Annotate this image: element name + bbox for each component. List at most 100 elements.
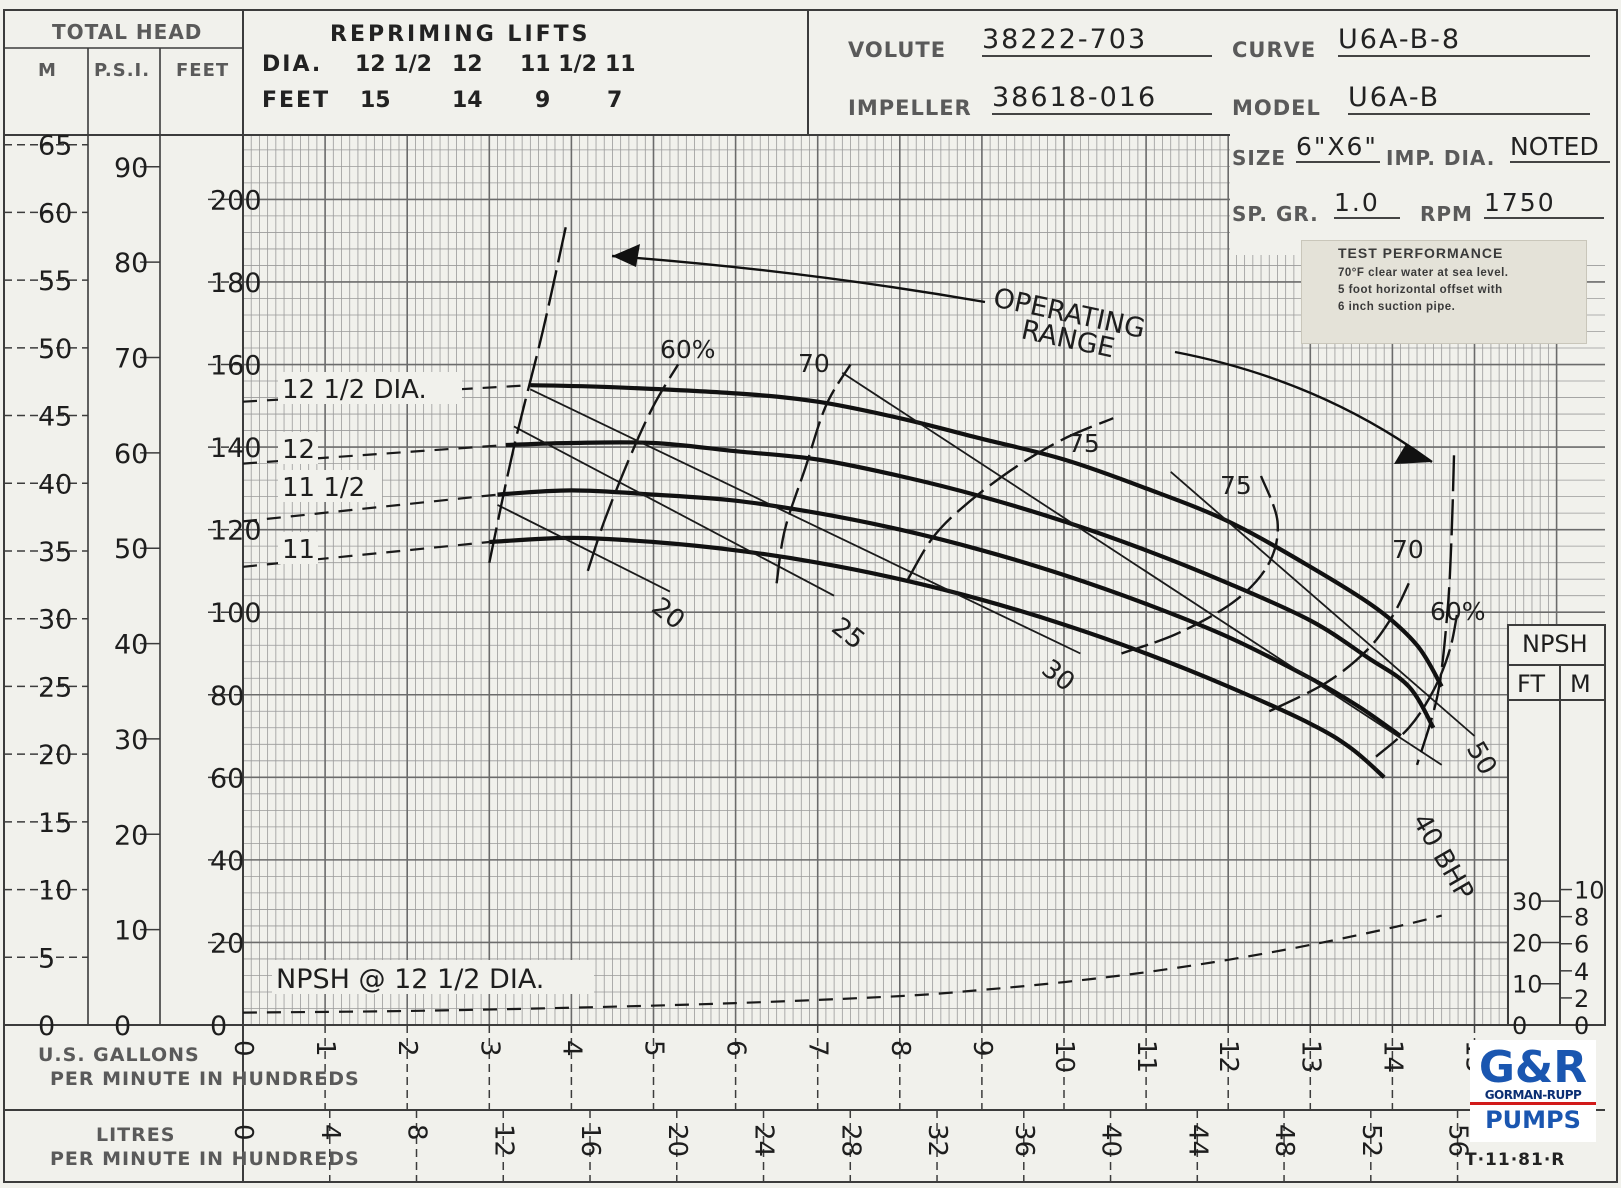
m-tick-label: 60 (38, 198, 72, 229)
repriming-dia-1: 12 1/2 (355, 52, 432, 77)
m-tick-label: 30 (38, 605, 72, 636)
npsh-m-tick-label: 10 (1574, 877, 1605, 905)
lpm-tick-label: 52 (1356, 1124, 1386, 1157)
impeller-value: 38618-016 (992, 82, 1212, 115)
repriming-feet-3: 9 (535, 88, 551, 113)
header-right-panel (1230, 135, 1605, 255)
head-curve-label: 12 1/2 DIA. (282, 375, 427, 405)
head-curve-dashed-3 (242, 493, 498, 523)
bhp-label: 20 (646, 592, 691, 636)
npsh-ft-tick-label: 10 (1512, 971, 1543, 999)
feet-tick-label: 140 (210, 433, 262, 464)
efficiency-label: 70 (798, 349, 830, 378)
efficiency-label: 70 (1392, 535, 1424, 564)
feet-tick-label: 180 (210, 268, 262, 299)
head-curve-label: 11 1/2 (282, 473, 365, 503)
test-note-title: TEST PERFORMANCE (1338, 245, 1504, 261)
efficiency-contour (1121, 475, 1279, 655)
head-curve-label: 12 (282, 435, 315, 465)
curve-label: CURVE (1232, 38, 1317, 62)
repriming-feet-2: 14 (452, 88, 483, 113)
arrowhead-left-icon (612, 244, 640, 267)
curve-code: T·11·81·R (1465, 1150, 1566, 1170)
npsh-m-tick-label: 8 (1574, 904, 1589, 932)
repriming-dia-4: 11 (605, 52, 636, 77)
col-m-label: M (38, 60, 57, 81)
npsh-ft-tick-label: 30 (1512, 888, 1543, 916)
head-curve-label-bg (278, 532, 318, 564)
bhp-line (529, 388, 1081, 655)
gpm-tick-label: 9 (967, 1040, 997, 1057)
sp-gr-value: 1.0 (1334, 188, 1400, 219)
npsh-curve: NPSH @ 12 1/2 DIA. (242, 914, 1442, 1014)
m-tick-label: 35 (38, 537, 72, 568)
lpm-tick-label: 12 (488, 1124, 518, 1157)
lpm-axis-title-1: LITRES (96, 1124, 176, 1146)
operating-range-arrow-right (1174, 350, 1433, 463)
head-curve-dashed-2 (242, 443, 506, 465)
logo-pumps-text: PUMPS (1485, 1106, 1581, 1134)
imp-dia-value: NOTED (1510, 132, 1610, 163)
gpm-tick-label: 8 (885, 1040, 915, 1057)
npsh-m-tick-label: 0 (1574, 1012, 1589, 1040)
npsh-label-bg (272, 960, 594, 994)
gpm-tick-label: 2 (392, 1040, 422, 1057)
volute-value: 38222-703 (982, 24, 1212, 57)
feet-tick-label: 160 (210, 351, 262, 382)
lpm-tick-label: 36 (1009, 1124, 1039, 1157)
repriming-dia-3: 11 1/2 (520, 52, 597, 77)
size-value: 6"X6" (1296, 132, 1380, 163)
model-value: U6A-B (1348, 82, 1590, 115)
volute-label: VOLUTE (848, 38, 947, 62)
m-tick-label: 10 (38, 876, 72, 907)
feet-tick-label: 0 (210, 1011, 227, 1042)
lpm-tick-label: 0 (228, 1124, 258, 1141)
bhp-line (1170, 471, 1476, 737)
gpm-tick-label: 3 (474, 1040, 504, 1057)
feet-tick-label: 60 (210, 763, 244, 794)
npsh-ft-tick-label: 20 (1512, 929, 1543, 957)
m-tick-label: 20 (38, 740, 72, 771)
logo-rule (1470, 1102, 1596, 1105)
psi-tick-label: 10 (114, 916, 148, 947)
psi-tick-label: 30 (114, 725, 148, 756)
head-curve-4 (489, 535, 1386, 779)
feet-tick-label: 40 (210, 846, 244, 877)
svg-text:G&R: G&R (1479, 1042, 1587, 1093)
npsh-m-tick-label: 2 (1574, 985, 1589, 1013)
chart-frame (3, 9, 1618, 1183)
gpm-tick-label: 14 (1377, 1040, 1407, 1073)
gorman-rupp-logo: G&R GORMAN-RUPP PUMPS (1470, 1040, 1596, 1142)
efficiency-contour (586, 363, 680, 572)
lpm-tick-label: 40 (1096, 1124, 1126, 1157)
gpm-axis-title-2: PER MINUTE IN HUNDREDS (50, 1068, 360, 1090)
curve-value: U6A-B-8 (1338, 24, 1590, 57)
gpm-axis-title-1: U.S. GALLONS (38, 1044, 200, 1066)
bhp-line (513, 425, 835, 597)
lpm-tick-label: 24 (749, 1124, 779, 1157)
npsh-scale-title: NPSH (1522, 630, 1588, 658)
lpm-tick-label: 8 (402, 1124, 432, 1141)
impeller-label: IMPELLER (848, 96, 972, 120)
head-curve-dashed-4 (242, 540, 490, 568)
psi-tick-label: 70 (114, 344, 148, 375)
repriming-dia-2: 12 (452, 52, 483, 77)
max-flow-line (1415, 455, 1456, 766)
test-note-line2: 5 foot horizontal offset with (1338, 284, 1503, 296)
efficiency-contour (1268, 582, 1410, 713)
col-feet-label: FEET (176, 60, 230, 81)
gpm-tick-label: 5 (639, 1040, 669, 1057)
psi-tick-label: 40 (114, 630, 148, 661)
bhp-label: 30 (1036, 654, 1081, 698)
efficiency-label: 60% (1430, 597, 1486, 626)
feet-tick-label: 20 (210, 928, 244, 959)
sp-gr-label: SP. GR. (1232, 202, 1319, 226)
efficiency-contour (775, 363, 852, 584)
m-tick-label: 55 (38, 266, 72, 297)
npsh-ft-tick-label: 0 (1512, 1012, 1527, 1040)
m-tick-label: 50 (38, 334, 72, 365)
imp-dia-label: IMP. DIA. (1386, 146, 1496, 170)
gpm-tick-label: 7 (803, 1040, 833, 1057)
